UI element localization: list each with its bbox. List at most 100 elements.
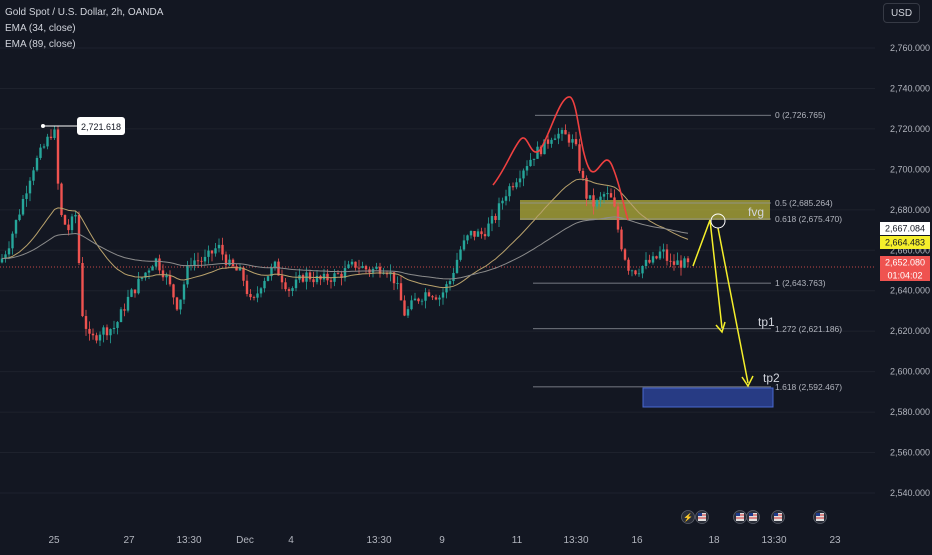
candle-body	[417, 298, 420, 302]
price-callout-text: 2,721.618	[81, 122, 121, 132]
us-flag-icon[interactable]	[813, 510, 827, 524]
candle-body	[427, 292, 431, 297]
time-axis-label: 23	[829, 535, 841, 546]
candle-body	[361, 266, 364, 268]
fib-level-label: 1.272 (2,621.186)	[775, 324, 842, 334]
candle-body	[56, 129, 60, 184]
symbol-title[interactable]: Gold Spot / U.S. Dollar, 2h, OANDA	[5, 7, 164, 18]
us-flag-icon[interactable]	[771, 510, 785, 524]
candle-body	[102, 327, 105, 335]
price-tick-label: 2,580.000	[890, 407, 930, 417]
candle-body	[602, 194, 606, 197]
candle-body	[144, 272, 147, 278]
time-axis-label: 27	[123, 535, 135, 546]
candle-body	[130, 289, 133, 297]
candle-body	[109, 329, 112, 336]
candle-body	[651, 256, 655, 263]
candle-body	[133, 289, 137, 294]
price-badge	[880, 256, 930, 269]
time-axis-label: 16	[631, 535, 643, 546]
candle-body	[238, 267, 242, 271]
candle-body	[469, 230, 473, 236]
target-circle-marker	[710, 213, 726, 229]
candle-body	[329, 280, 333, 282]
time-axis-label: 13:30	[366, 535, 391, 546]
candle-body	[378, 266, 382, 274]
fib-level-label: 1.618 (2,592.467)	[775, 382, 842, 392]
price-badge	[880, 222, 930, 235]
candle-body	[515, 182, 518, 188]
candle-body	[217, 244, 221, 249]
candle-body	[252, 297, 256, 298]
time-axis-label: 13:30	[176, 535, 201, 546]
candle-body	[536, 146, 539, 159]
candle-body	[179, 299, 182, 310]
fvg-zone	[520, 200, 770, 220]
candle-body	[606, 193, 609, 195]
price-tick-label: 2,540.000	[890, 488, 930, 498]
candle-body	[67, 224, 70, 231]
candle-body	[434, 297, 438, 300]
candle-body	[396, 283, 399, 285]
candle-body	[459, 249, 462, 260]
chart-legend: Gold Spot / U.S. Dollar, 2h, OANDA EMA (…	[5, 5, 163, 53]
candle-body	[277, 261, 280, 276]
candle-body	[336, 273, 340, 275]
candle-body	[420, 300, 424, 302]
candle-body	[571, 139, 574, 143]
candle-body	[196, 260, 200, 262]
us-flag-icon[interactable]	[695, 510, 709, 524]
candle-body	[81, 263, 84, 317]
candle-body	[322, 273, 326, 280]
us-flag-icon[interactable]	[746, 510, 760, 524]
candle-body	[280, 275, 284, 283]
us-flag-icon[interactable]	[733, 510, 747, 524]
candle-body	[273, 261, 277, 268]
candle-body	[63, 215, 67, 225]
candle-body	[287, 289, 291, 291]
candle-body	[532, 158, 536, 160]
candle-body	[609, 193, 613, 198]
candle-body	[347, 264, 350, 269]
candle-body	[599, 196, 602, 201]
candle-body	[375, 266, 378, 269]
time-axis: 25 27 13:30 Dec 4 13:30 9 11 13:30 16 18 13:30 23	[48, 535, 841, 546]
candle-body	[648, 259, 651, 263]
candle-body	[672, 261, 676, 265]
candle-body	[231, 259, 235, 267]
time-axis-label: 13:30	[563, 535, 588, 546]
fib-level-label: 0.5 (2,685.264)	[775, 198, 833, 208]
candle-body	[42, 146, 46, 148]
fib-level-label: 0 (2,726.765)	[775, 110, 826, 120]
currency-button[interactable]: USD	[883, 3, 920, 23]
candle-body	[406, 309, 410, 316]
candle-body	[151, 266, 154, 271]
candle-body	[476, 231, 480, 237]
time-axis-label: 18	[708, 535, 720, 546]
candle-body	[11, 233, 14, 249]
candle-body	[126, 296, 130, 311]
candle-body	[294, 279, 298, 289]
candle-body	[539, 146, 543, 155]
ema-34-legend[interactable]: EMA (34, close)	[5, 23, 76, 34]
ema-89-legend[interactable]: EMA (89, close)	[5, 39, 76, 50]
candle-body	[592, 195, 595, 207]
price-badge-text: 01:04:02	[887, 271, 922, 281]
candle-body	[553, 138, 557, 140]
candle-body	[364, 266, 368, 270]
candle-body	[567, 134, 571, 143]
candle-body	[620, 229, 623, 250]
candle-body	[658, 251, 662, 259]
candle-body	[46, 136, 49, 147]
candle-body	[21, 198, 25, 215]
flash-icon[interactable]: ⚡	[681, 510, 695, 524]
candle-body	[662, 249, 665, 252]
candle-body	[172, 284, 175, 298]
candle-body	[634, 270, 637, 275]
candle-body	[543, 139, 546, 155]
candle-body	[95, 335, 98, 341]
price-gridlines	[0, 47, 875, 494]
candle-body	[357, 267, 361, 269]
